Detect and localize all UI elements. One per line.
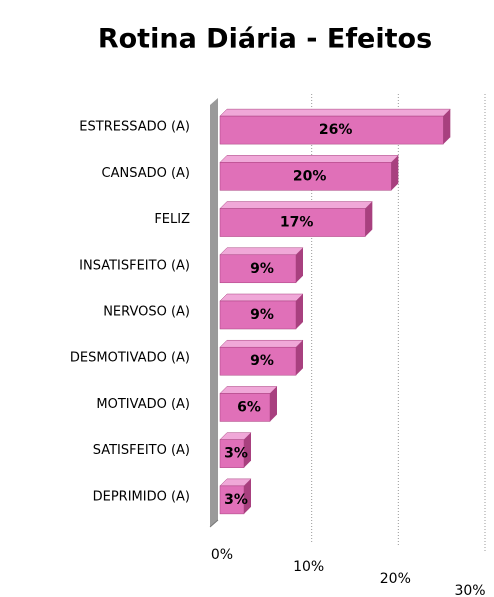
bar xyxy=(219,485,245,515)
bar-side xyxy=(296,247,303,283)
y-tick-label: ESTRESSADO (A) xyxy=(79,120,190,135)
value-label: 6% xyxy=(237,399,261,415)
chart-title: Rotina Diária - Efeitos xyxy=(98,24,432,55)
bar-top xyxy=(219,247,304,256)
bar-side xyxy=(391,155,399,191)
axis-wall xyxy=(210,98,218,527)
bar-top xyxy=(219,339,304,348)
bar-top xyxy=(219,293,304,302)
x-tick-label: 0% xyxy=(211,547,233,563)
y-tick-label: SATISFEITO (A) xyxy=(93,443,190,458)
bar-side xyxy=(244,432,251,468)
value-label: 26% xyxy=(319,122,353,138)
bar xyxy=(219,439,245,468)
y-tick-label: DEPRIMIDO (A) xyxy=(93,489,190,504)
bar-side xyxy=(365,201,373,237)
bar-top xyxy=(219,386,278,394)
value-label: 17% xyxy=(280,215,314,231)
bar xyxy=(219,346,297,376)
y-tick-label: NERVOSO (A) xyxy=(103,305,190,320)
axis-base xyxy=(209,519,219,528)
bar-top xyxy=(219,108,451,117)
bar xyxy=(219,115,444,145)
bar-side xyxy=(443,109,451,145)
bar xyxy=(219,393,271,422)
value-label: 9% xyxy=(250,307,274,323)
x-tick-label: 10% xyxy=(293,559,324,575)
y-tick-label: CANSADO (A) xyxy=(102,166,191,181)
bar xyxy=(219,254,297,284)
y-tick-label: FELIZ xyxy=(154,212,190,227)
value-label: 3% xyxy=(224,446,248,462)
value-label: 9% xyxy=(250,261,274,277)
bar xyxy=(219,208,366,237)
value-label: 3% xyxy=(224,492,248,508)
bar-side xyxy=(270,386,277,422)
x-tick-label: 20% xyxy=(380,571,411,587)
bar xyxy=(219,162,392,191)
bar-top xyxy=(219,201,373,209)
bar-side xyxy=(296,294,303,329)
bar-side xyxy=(296,340,303,376)
y-tick-label: MOTIVADO (A) xyxy=(96,397,190,412)
value-label: 9% xyxy=(250,353,274,369)
y-tick-label: INSATISFEITO (A) xyxy=(79,258,190,273)
value-label: 20% xyxy=(293,168,327,184)
x-tick-label: 30% xyxy=(454,583,485,597)
bar-side xyxy=(244,478,251,514)
bar-top xyxy=(219,155,399,163)
y-tick-label: DESMOTIVADO (A) xyxy=(70,351,190,366)
bar xyxy=(219,300,297,330)
